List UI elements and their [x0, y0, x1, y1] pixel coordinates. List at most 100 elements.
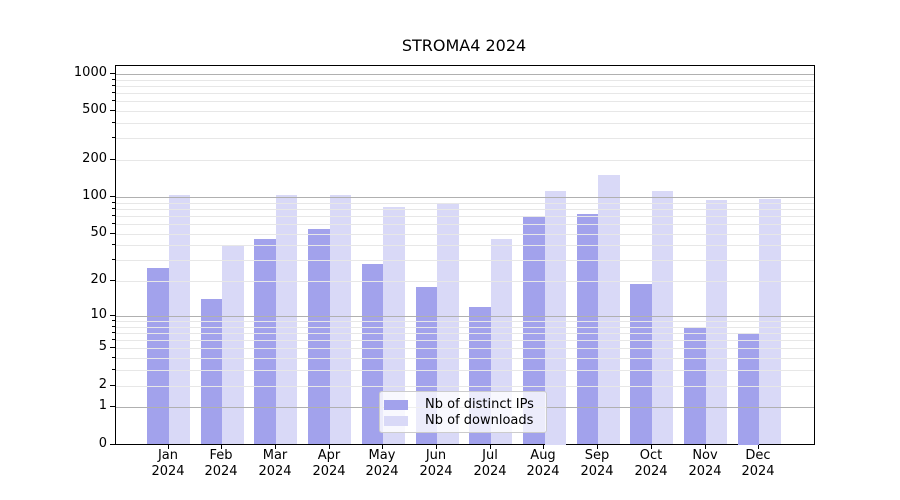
y-axis-minor-tick	[112, 244, 115, 245]
gridline-minor	[116, 86, 814, 87]
x-axis-tick	[651, 444, 652, 449]
x-axis-tick	[543, 444, 544, 449]
x-tick-month: Aug	[530, 448, 556, 463]
x-tick-month: May	[368, 448, 396, 463]
x-tick-month: Sep	[584, 448, 610, 463]
gridline-major	[116, 197, 814, 198]
x-tick-month: Jan	[157, 448, 179, 463]
bar-downloads-jun	[437, 202, 459, 445]
y-tick-label: 1000	[73, 65, 107, 80]
x-tick-month: Jul	[482, 448, 498, 463]
x-tick-year: 2024	[365, 463, 399, 479]
x-tick-label: Apr 2024	[301, 448, 357, 479]
x-tick-label: Feb 2024	[193, 448, 249, 479]
x-tick-year: 2024	[688, 463, 722, 479]
x-tick-month: Dec	[745, 448, 771, 463]
x-tick-month: Oct	[639, 448, 663, 463]
bar-downloads-aug	[544, 190, 566, 445]
y-axis-tick	[110, 406, 115, 407]
y-axis-tick	[110, 444, 115, 445]
legend-label-downloads: Nb of downloads	[425, 413, 534, 428]
x-axis-tick	[168, 444, 169, 449]
bar-distinct-ips-jan	[147, 267, 169, 445]
x-tick-month: Apr	[317, 448, 341, 463]
legend-swatch-downloads	[384, 415, 408, 426]
legend-label-distinct-ips: Nb of distinct IPs	[425, 397, 534, 412]
y-axis-minor-tick	[112, 357, 115, 358]
gridline-minor	[116, 80, 814, 81]
bar-downloads-mar	[275, 195, 298, 445]
x-axis-tick	[275, 444, 276, 449]
y-axis-minor-tick	[112, 339, 115, 340]
gridline-minor	[116, 111, 814, 112]
x-tick-year: 2024	[258, 463, 292, 479]
bar-downloads-nov	[705, 200, 728, 445]
bar-distinct-ips-feb	[200, 299, 223, 445]
x-tick-year: 2024	[151, 463, 185, 479]
bar-distinct-ips-mar	[254, 239, 276, 445]
plot-area	[115, 65, 815, 445]
y-tick-label: 500	[82, 102, 107, 117]
gridline-minor	[116, 160, 814, 161]
y-axis-minor-tick	[112, 280, 115, 281]
gridline-minor	[116, 93, 814, 94]
y-axis-tick	[110, 315, 115, 316]
x-tick-label: Nov 2024	[677, 448, 733, 479]
y-axis-minor-tick	[112, 233, 115, 234]
x-axis-tick	[597, 444, 598, 449]
x-axis-tick	[705, 444, 706, 449]
x-tick-month: Mar	[262, 448, 288, 463]
x-tick-label: Oct 2024	[623, 448, 679, 479]
x-tick-label: Dec 2024	[730, 448, 786, 479]
y-axis-minor-tick	[112, 159, 115, 160]
y-axis-minor-tick	[112, 320, 115, 321]
x-tick-month: Jun	[425, 448, 447, 463]
y-tick-label: 10	[90, 307, 107, 322]
y-axis-minor-tick	[112, 369, 115, 370]
gridline-minor	[116, 123, 814, 124]
gridline-major	[116, 74, 814, 75]
bar-distinct-ips-dec	[737, 333, 760, 445]
gridline-minor	[116, 138, 814, 139]
y-axis-minor-tick	[112, 223, 115, 224]
y-tick-label: 5	[98, 339, 107, 354]
y-axis-minor-tick	[112, 259, 115, 260]
bar-distinct-ips-sep	[576, 214, 599, 445]
x-tick-label: Aug 2024	[515, 448, 571, 479]
chart-title: STROMA4 2024	[401, 36, 527, 55]
legend-swatch-distinct-ips	[384, 399, 408, 410]
bar-distinct-ips-oct	[630, 283, 652, 445]
x-tick-year: 2024	[634, 463, 668, 479]
y-axis-minor-tick	[112, 85, 115, 86]
x-tick-label: Mar 2024	[247, 448, 303, 479]
x-axis-tick	[436, 444, 437, 449]
y-axis-minor-tick	[112, 326, 115, 327]
x-tick-year: 2024	[473, 463, 507, 479]
y-axis-minor-tick	[112, 122, 115, 123]
x-tick-label: Sep 2024	[569, 448, 625, 479]
gridline-minor	[116, 101, 814, 102]
y-tick-label: 20	[90, 272, 107, 287]
bar-downloads-dec	[759, 199, 781, 445]
x-tick-label: Jun 2024	[408, 448, 464, 479]
x-axis-tick	[490, 444, 491, 449]
bar-downloads-jan	[168, 195, 190, 445]
y-axis-minor-tick	[112, 100, 115, 101]
bar-distinct-ips-aug	[523, 215, 545, 445]
bar-distinct-ips-may	[361, 263, 384, 445]
y-axis-minor-tick	[112, 202, 115, 203]
x-tick-month: Feb	[209, 448, 233, 463]
x-tick-year: 2024	[580, 463, 614, 479]
y-tick-label: 1	[98, 398, 107, 413]
y-axis-tick	[110, 196, 115, 197]
y-tick-label: 0	[98, 436, 107, 451]
bar-downloads-may	[383, 206, 405, 445]
x-tick-label: Jul 2024	[462, 448, 518, 479]
y-tick-label: 2	[98, 377, 107, 392]
bar-distinct-ips-nov	[684, 326, 706, 445]
x-tick-label: Jan 2024	[140, 448, 196, 479]
bar-downloads-feb	[222, 245, 244, 445]
x-tick-label: May 2024	[354, 448, 410, 479]
y-axis-minor-tick	[112, 137, 115, 138]
